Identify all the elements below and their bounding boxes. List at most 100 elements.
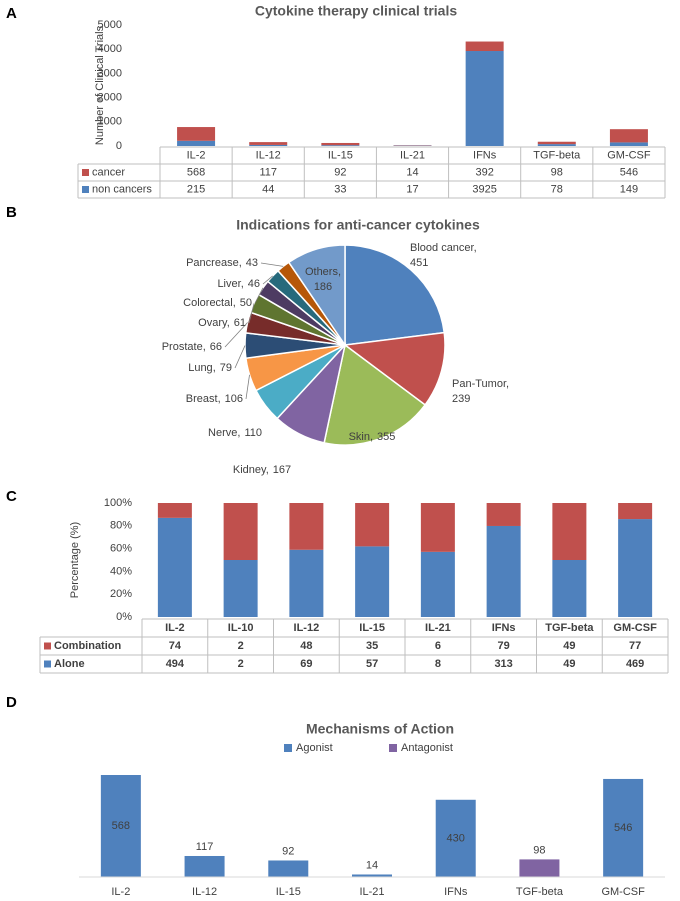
table-value: 215 — [187, 183, 205, 195]
x-tick-label: IFNs — [492, 622, 516, 634]
x-tick-label: IL-21 — [400, 149, 425, 161]
table-value: 149 — [620, 183, 638, 195]
bar-segment — [465, 41, 504, 52]
table-value: 17 — [406, 183, 418, 195]
legend-swatch — [284, 744, 292, 752]
legend-swatch — [389, 744, 397, 752]
pie-slice — [323, 343, 427, 446]
table-value: 8 — [435, 658, 441, 670]
table-value: 49 — [563, 658, 575, 670]
slice-label: Colorectal, 50 — [183, 297, 252, 309]
slice-value: 46 — [248, 278, 260, 290]
table-value: 33 — [334, 183, 346, 195]
legend-label: Antagonist — [401, 742, 453, 754]
legend-swatch — [82, 186, 89, 193]
slice-value: 61 — [234, 317, 246, 329]
x-tick-label: GM-CSF — [613, 622, 657, 634]
table-value: 546 — [620, 166, 638, 178]
y-tick-label: 100% — [104, 497, 132, 509]
x-tick-label: GM-CSF — [601, 886, 645, 898]
data-label: 92 — [282, 845, 294, 857]
slice-separator: , — [241, 278, 244, 290]
legend-swatch — [82, 169, 89, 176]
bar-segment — [552, 560, 587, 617]
table-value: 44 — [262, 183, 274, 195]
data-label: 430 — [447, 832, 465, 844]
leader-line — [262, 275, 273, 285]
x-tick-label: TGF-beta — [545, 622, 594, 634]
slice-value: 239 — [452, 393, 470, 405]
bar-segment — [537, 144, 576, 146]
x-tick-label: IL-15 — [328, 149, 353, 161]
table-value: 35 — [366, 640, 378, 652]
x-tick-label: IFNs — [444, 886, 468, 898]
slice-value: 66 — [210, 341, 222, 353]
y-tick-label: 0 — [116, 140, 122, 152]
slice-category: Breast — [186, 393, 218, 405]
bar-segment — [249, 144, 288, 146]
table-value: 494 — [166, 658, 185, 670]
slice-value: 355 — [377, 431, 395, 443]
slice-value: 106 — [225, 393, 243, 405]
x-tick-label: IL-21 — [425, 622, 451, 634]
table-value: 92 — [334, 166, 346, 178]
bar-segment — [355, 503, 390, 547]
slice-value: 110 — [244, 427, 262, 439]
table-value: 79 — [498, 640, 510, 652]
x-tick-label: IL-2 — [111, 886, 130, 898]
slice-separator: , — [213, 362, 216, 374]
slice-category: Skin — [349, 431, 370, 443]
bar-segment — [157, 517, 192, 617]
table-value: 49 — [563, 640, 575, 652]
table-value: 2 — [238, 658, 244, 670]
bar-segment — [486, 525, 521, 617]
y-tick-label: 4000 — [98, 43, 122, 55]
slice-value: 451 — [410, 257, 428, 269]
slice-label: Kidney, 167 — [233, 464, 291, 476]
slice-category: Liver — [217, 278, 241, 290]
data-label: 546 — [614, 822, 632, 834]
slice-category: Colorectal — [183, 297, 233, 309]
table-value: 48 — [300, 640, 312, 652]
slice-separator: , — [506, 378, 509, 390]
bar — [603, 778, 644, 877]
bar-segment — [223, 560, 258, 617]
table-value: 6 — [435, 640, 441, 652]
y-tick-label: 60% — [110, 543, 132, 555]
table-value: 469 — [626, 658, 644, 670]
table-value: 3925 — [472, 183, 496, 195]
slice-label: Liver, 46 — [217, 278, 260, 290]
bar-segment — [618, 503, 653, 520]
bar-segment — [177, 140, 216, 146]
bar-segment — [609, 142, 648, 146]
y-tick-label: 0% — [116, 611, 132, 623]
panel-label: D — [6, 694, 17, 711]
leader-line — [245, 374, 250, 400]
slice-category: Pancrease — [186, 257, 239, 269]
leader-line — [224, 322, 248, 348]
y-tick-label: 1000 — [98, 116, 122, 128]
data-label: 14 — [366, 859, 378, 871]
slice-label: Others, 186 — [305, 266, 341, 293]
slice-label: Skin, 355 — [349, 431, 396, 443]
table-value: 392 — [475, 166, 493, 178]
y-tick-label: 20% — [110, 588, 132, 600]
bar-segment — [355, 546, 390, 617]
bar — [352, 874, 392, 877]
pie-slice — [343, 331, 446, 406]
bar-segment — [618, 519, 653, 617]
bar — [184, 855, 225, 877]
slice-separator: , — [227, 317, 230, 329]
y-tick-label: 2000 — [98, 92, 122, 104]
table-value: 14 — [406, 166, 418, 178]
bar-segment — [486, 503, 521, 526]
legend-label: Combination — [54, 640, 121, 652]
x-tick-label: IL-10 — [228, 622, 254, 634]
x-tick-label: IL-15 — [276, 886, 301, 898]
y-tick-label: 80% — [110, 520, 132, 532]
bar-segment — [465, 51, 504, 146]
y-axis-label: Number of Clinical Trials — [94, 25, 106, 145]
legend-label: Alone — [54, 658, 85, 670]
data-label: 568 — [112, 820, 130, 832]
